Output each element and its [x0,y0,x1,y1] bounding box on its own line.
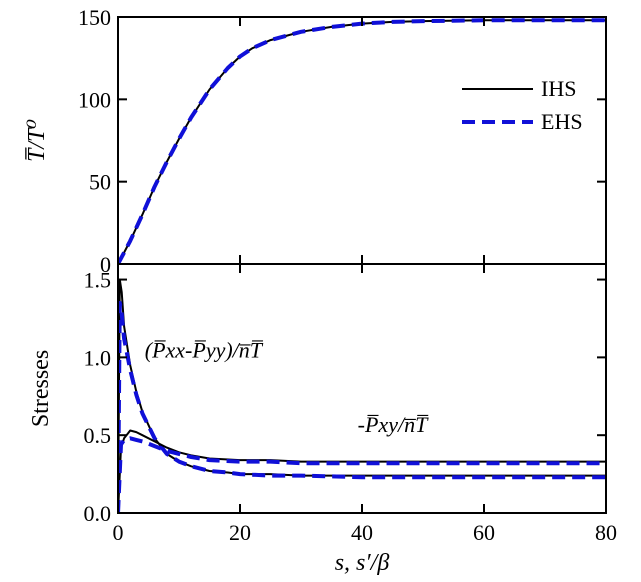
y-tick-label: 50 [89,170,111,195]
annotations: (P̅xx-P̅yy)/n̅T̅ -P̅xy/n̅T̅ [145,337,429,437]
x-tick-label: 20 [229,520,251,545]
plot-frame [117,16,607,265]
legend-label-1: EHS [541,109,583,134]
bottom-panel: 0.0 0.5 1.0 1.5 0 20 40 60 80 Stresses s, s′/β (P̅x… [28,263,617,576]
y-tick-label: 100 [78,87,111,112]
series-group [118,18,606,264]
y-tick-label: 1.5 [84,268,112,293]
x-axis-title: s, s′/β [335,550,390,576]
x-tick-label: 0 [113,520,124,545]
x-tick-label: 60 [473,520,495,545]
series-line-ihs-2 [118,429,606,513]
legend-label-0: IHS [541,76,576,101]
y-axis-title: Stresses [28,350,54,427]
y-tick-label: 0.0 [84,501,112,526]
y-tick-label: 0.5 [84,423,112,448]
x-tick-label: 40 [351,520,373,545]
y-tick-label: 150 [78,5,111,30]
annotation-0: (P̅xx-P̅yy)/n̅T̅ [145,337,264,362]
annotation-1: -P̅xy/n̅T̅ [358,412,429,437]
series-line-ehs-3 [118,436,606,513]
y-tick-label: 0 [100,252,111,277]
series-line-ehs-1 [118,300,606,513]
y-tick-label: 1.0 [84,345,112,370]
top-panel: 0 50 100 150 T̅/T⁰ IHS EHS [24,5,607,277]
series-line-ehs-1 [118,18,606,264]
series-line-ihs-0 [118,19,606,264]
legend: IHS EHS [462,76,583,134]
y-axis-title: T̅/T⁰ [24,119,50,162]
series-group [118,278,606,513]
x-tick-label: 80 [595,520,617,545]
